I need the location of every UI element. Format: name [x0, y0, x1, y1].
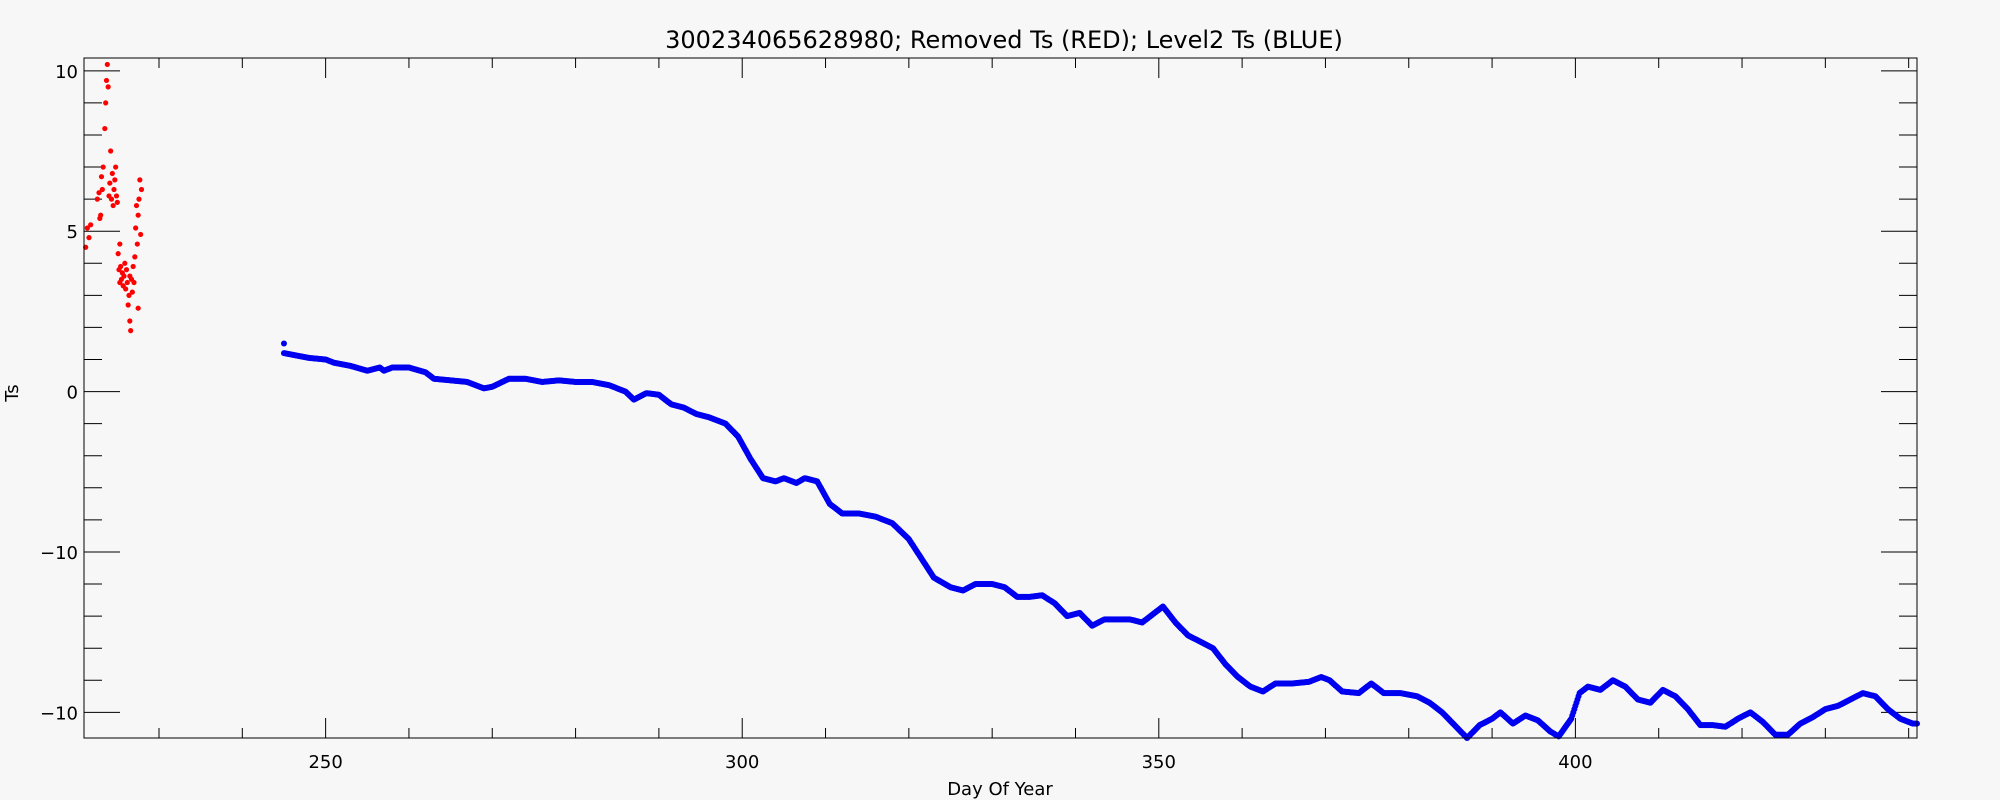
removed-point	[136, 196, 142, 202]
removed-point	[126, 292, 132, 298]
removed-point	[118, 263, 124, 270]
removed-point	[110, 202, 116, 209]
removed-point	[121, 273, 127, 279]
y-axis-title: Ts	[2, 384, 23, 402]
removed-point	[130, 263, 136, 270]
removed-point	[131, 279, 137, 286]
removed-point	[86, 235, 92, 241]
removed-point	[122, 260, 128, 266]
removed-point	[103, 77, 110, 84]
removed-point	[127, 273, 133, 279]
y-tick-label: −10	[40, 703, 78, 724]
removed-point	[107, 180, 113, 186]
removed-point	[100, 164, 106, 170]
removed-point	[108, 196, 115, 202]
removed-point	[123, 286, 129, 292]
removed-point	[134, 241, 140, 247]
removed-point	[133, 225, 139, 231]
removed-series	[83, 61, 145, 334]
removed-point	[135, 212, 141, 218]
removed-point	[111, 186, 117, 193]
removed-point	[128, 328, 134, 334]
chart-title: 300234065628980; Removed Ts (RED); Level…	[665, 26, 1343, 54]
removed-point	[132, 254, 138, 260]
y-tick-label: 10	[55, 62, 78, 83]
removed-point	[117, 241, 123, 247]
level2-point	[280, 340, 287, 347]
removed-point	[137, 177, 143, 183]
removed-point	[108, 148, 114, 154]
removed-point	[109, 170, 115, 177]
y-tick-label: 0	[67, 383, 78, 404]
removed-point	[96, 190, 102, 196]
removed-point	[84, 225, 90, 231]
removed-point	[102, 125, 108, 132]
removed-point	[88, 222, 94, 228]
removed-point	[99, 186, 105, 193]
removed-point	[115, 251, 121, 257]
removed-point	[112, 177, 118, 183]
removed-point	[105, 84, 111, 90]
removed-point	[113, 193, 120, 199]
plot-frame	[83, 57, 1918, 739]
x-tick-label: 300	[725, 752, 759, 773]
removed-point	[123, 267, 130, 273]
removed-point	[127, 318, 133, 324]
removed-point	[104, 61, 110, 68]
y-tick-label: −10	[40, 543, 78, 564]
removed-point	[129, 289, 135, 295]
x-tick-label: 250	[308, 752, 342, 773]
removed-point	[125, 302, 131, 308]
removed-point	[138, 231, 144, 238]
removed-point	[98, 174, 105, 180]
x-tick-label: 400	[1558, 752, 1592, 773]
removed-point	[94, 196, 100, 202]
x-tick-label: 350	[1142, 752, 1176, 773]
y-tick-label: 5	[67, 222, 78, 243]
removed-point	[133, 202, 140, 209]
x-axis-title: Day Of Year	[947, 779, 1053, 800]
removed-point	[135, 305, 141, 311]
removed-point	[138, 186, 145, 193]
removed-point	[113, 164, 119, 170]
removed-point	[103, 100, 109, 106]
axis-ticks: 250 300 350 400 10 5 0 −10 −10	[40, 58, 1917, 773]
level2-series	[280, 340, 1920, 741]
removed-point	[97, 215, 103, 221]
removed-point	[114, 199, 120, 205]
removed-point	[124, 279, 130, 286]
